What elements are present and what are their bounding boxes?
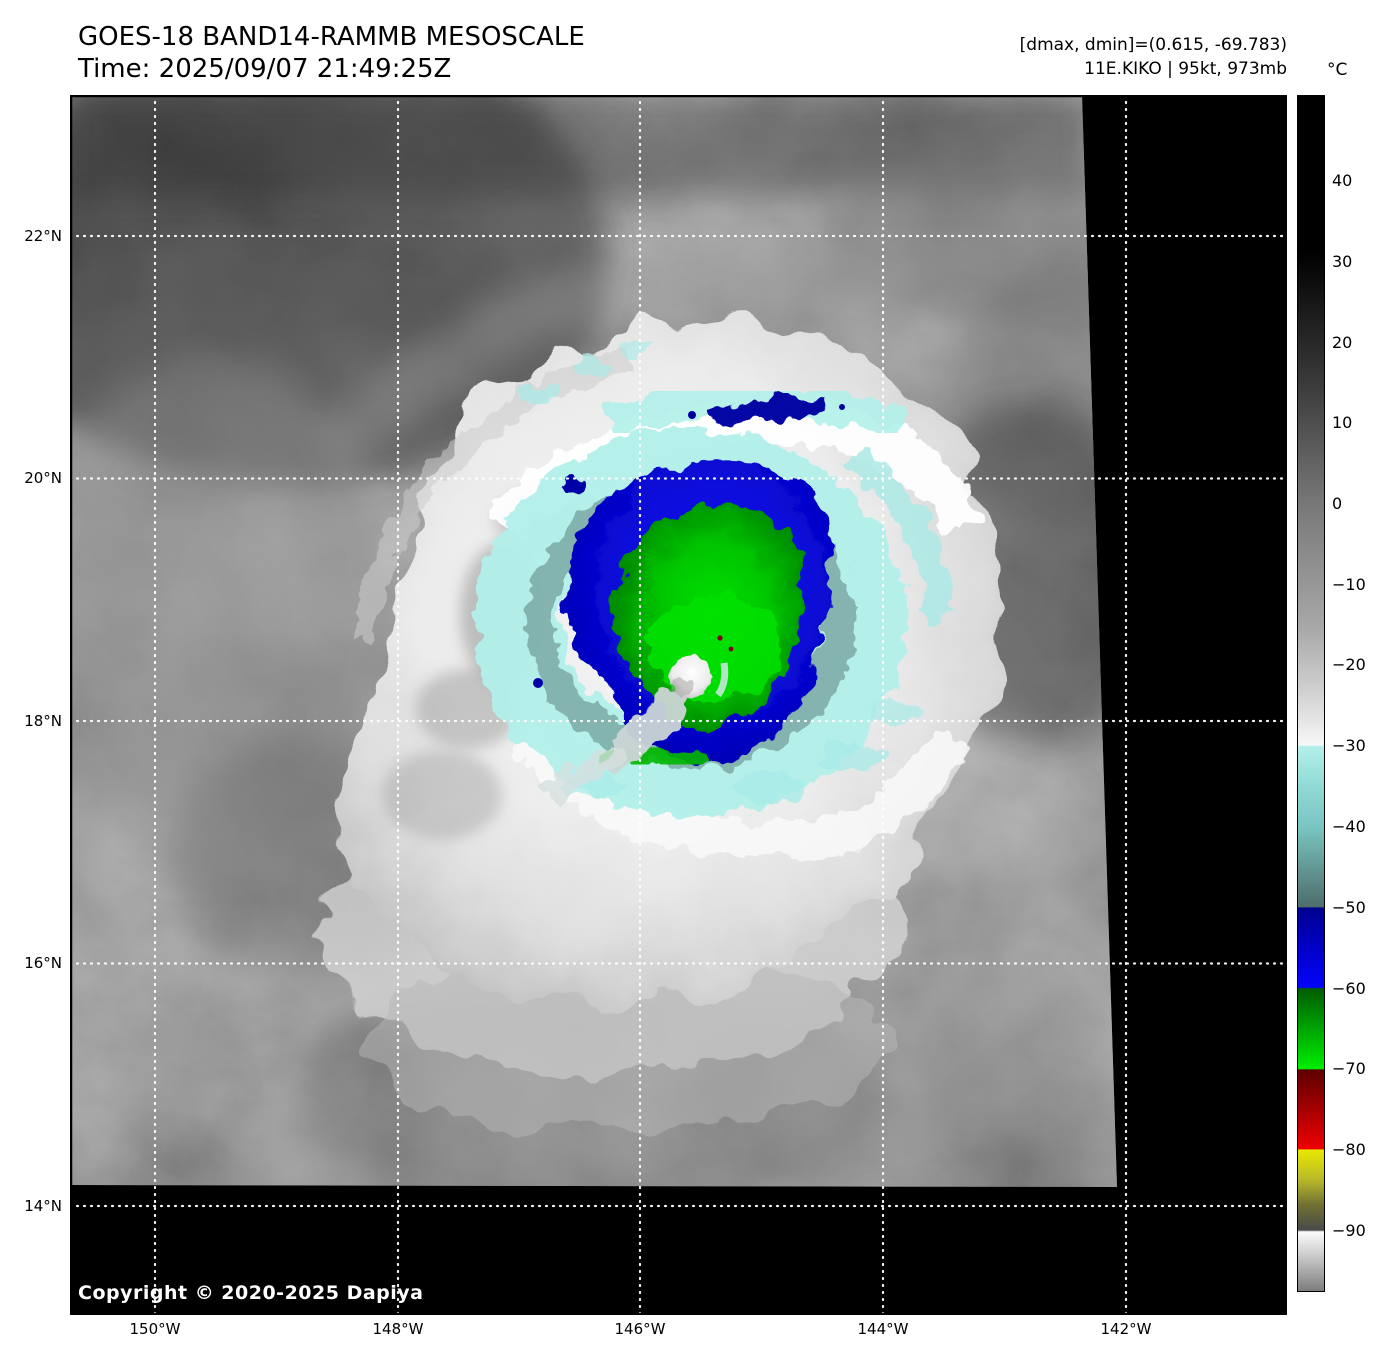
- lon-tick-label: 142°W: [1100, 1320, 1152, 1338]
- dry-slot-wedge: [598, 683, 695, 773]
- storm-info-label: 11E.KIKO | 95kt, 973mb: [1084, 59, 1287, 79]
- dmax-dmin-label: [dmax, dmin]=(0.615, -69.783): [1019, 35, 1287, 55]
- copyright-notice: Copyright © 2020-2025 Dapiya: [78, 1282, 424, 1304]
- colorbar: [1297, 95, 1325, 1292]
- grid-lines: [70, 95, 1287, 1315]
- colorbar-tick-label: 20: [1332, 333, 1353, 352]
- colorbar-tick-label: −60: [1332, 979, 1366, 998]
- lat-tick-label: 22°N: [24, 227, 62, 245]
- lat-tick-label: 16°N: [24, 954, 62, 972]
- lat-tick-label: 14°N: [24, 1197, 62, 1215]
- colorbar-tick-label: −10: [1332, 575, 1366, 594]
- satellite-image: [70, 95, 1287, 1315]
- lat-tick-label: 18°N: [24, 712, 62, 730]
- lon-tick-label: 146°W: [614, 1320, 666, 1338]
- colorbar-tick-label: −90: [1332, 1221, 1366, 1240]
- plot-frame: [70, 95, 1287, 1315]
- lat-tick-label: 20°N: [24, 469, 62, 487]
- lon-tick-label: 150°W: [129, 1320, 181, 1338]
- colorbar-tick-label: −40: [1332, 817, 1366, 836]
- colorbar-tick-label: 40: [1332, 171, 1353, 190]
- colorbar-tick-label: −50: [1332, 898, 1366, 917]
- coldest-top-dot: [728, 646, 734, 652]
- satellite-data-swath: [70, 95, 1117, 1187]
- colorbar-unit-label: °C: [1327, 60, 1348, 80]
- colorbar-tick-label: −20: [1332, 655, 1366, 674]
- coldest-top-dot: [717, 635, 723, 641]
- colorbar-tick-label: 0: [1332, 494, 1343, 513]
- lon-tick-label: 144°W: [857, 1320, 909, 1338]
- colorbar-tick-label: −70: [1332, 1059, 1366, 1078]
- navy-cloud-streak: [708, 396, 828, 422]
- lon-tick-label: 148°W: [372, 1320, 424, 1338]
- header-right-block: [dmax, dmin]=(0.615, -69.783) 11E.KIKO | …: [1020, 33, 1287, 81]
- colorbar-tick-label: −80: [1332, 1140, 1366, 1159]
- satellite-image-panel: [70, 95, 1287, 1315]
- colorbar-tick-label: −30: [1332, 736, 1366, 755]
- colorbar-tick-label: 30: [1332, 252, 1353, 271]
- page-title: GOES-18 BAND14-RAMMB MESOSCALE: [78, 22, 585, 52]
- colorbar-tick-label: 10: [1332, 413, 1353, 432]
- timestamp-label: Time: 2025/09/07 21:49:25Z: [78, 54, 452, 84]
